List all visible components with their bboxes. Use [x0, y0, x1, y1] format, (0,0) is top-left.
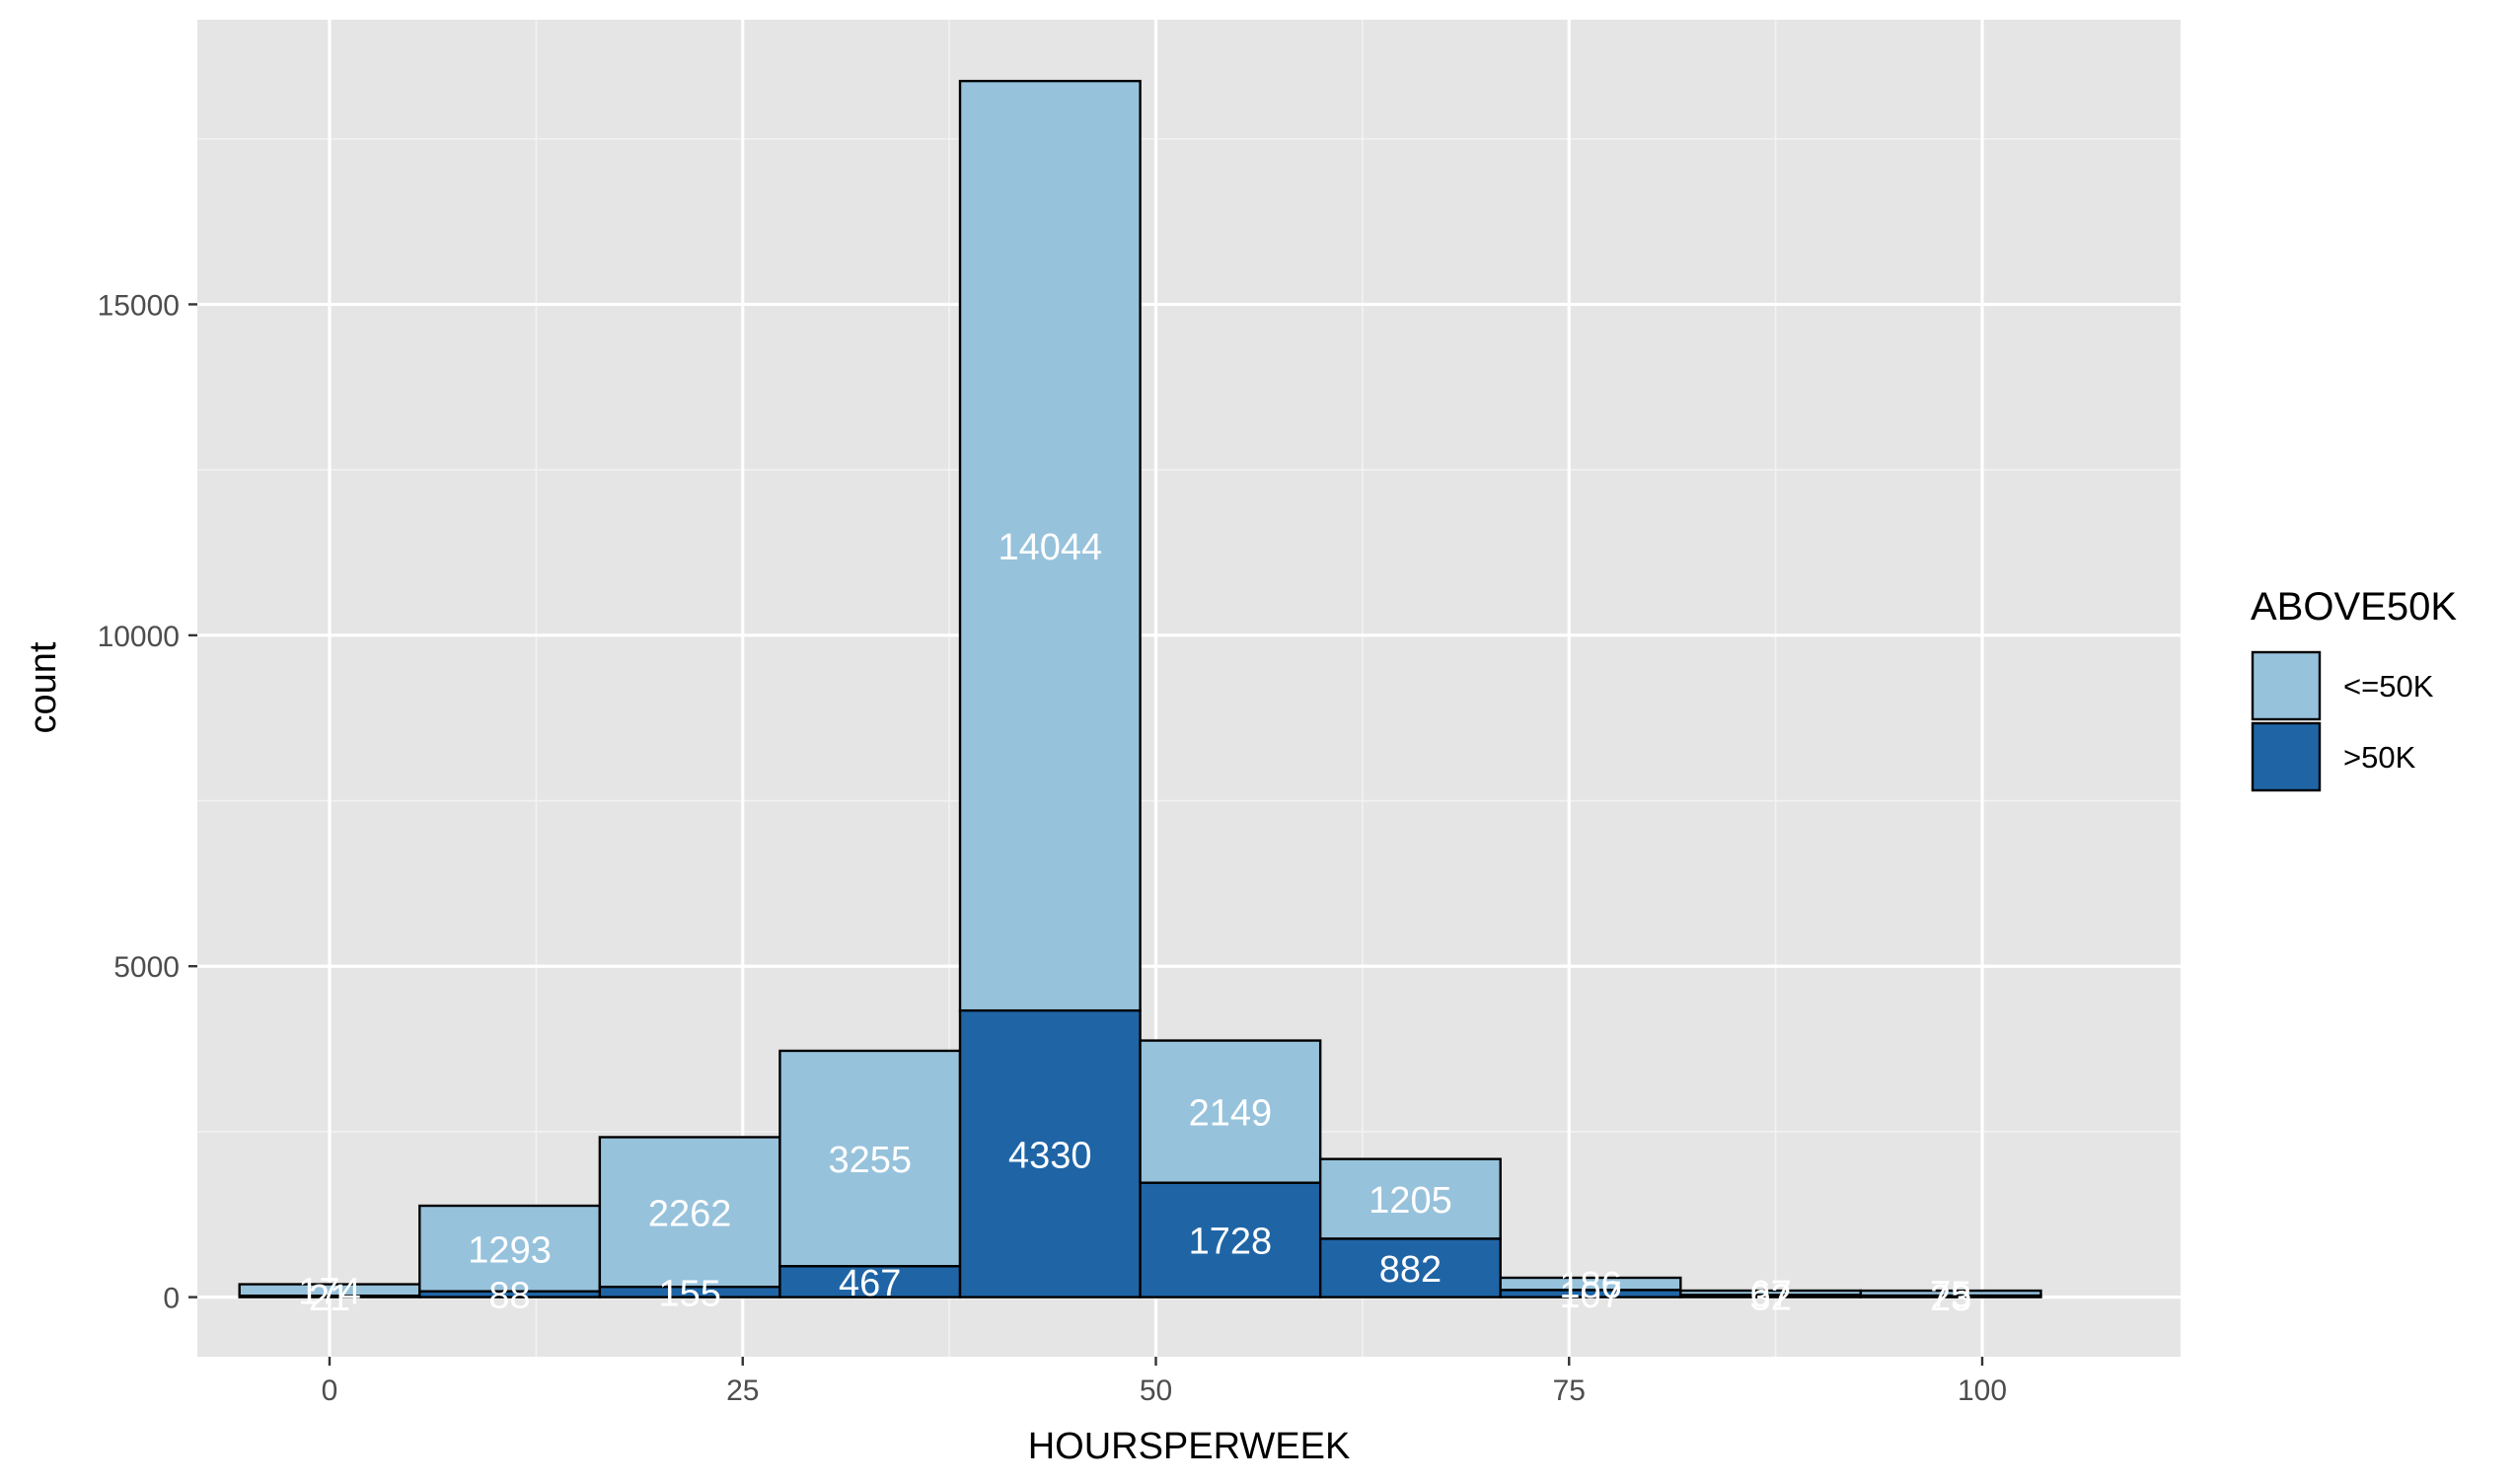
- bars-layer: [238, 79, 2042, 1298]
- bar-label-gt50k: 21: [309, 1278, 350, 1319]
- bar-label-le50k: 2149: [1189, 1093, 1273, 1135]
- bar-label-le50k: 14044: [998, 527, 1102, 568]
- bar-segment-le50k: [958, 79, 1142, 1012]
- x-tick-label: 25: [726, 1374, 759, 1407]
- bar-label-le50k: 1205: [1369, 1180, 1452, 1222]
- legend-title: ABOVE50K: [2251, 585, 2457, 629]
- legend-items: <=50K >50K: [2251, 650, 2434, 792]
- bar-segment-gt50k: [958, 1008, 1142, 1298]
- y-tick-label: 5000: [113, 951, 180, 984]
- bar-label-le50k: 75: [1930, 1275, 1971, 1316]
- bar-label-gt50k: 1728: [1189, 1222, 1273, 1263]
- y-tick-label: 15000: [98, 289, 180, 322]
- legend-key-label: <=50K: [2343, 669, 2434, 704]
- bar-segment-le50k: [1139, 1039, 1322, 1184]
- legend-key-swatch: [2251, 650, 2322, 721]
- bar-label-gt50k: 23: [1930, 1278, 1971, 1319]
- bar-label-le50k: 2262: [648, 1193, 732, 1234]
- legend-key-swatch: [2251, 721, 2322, 792]
- bar-label-le50k: 1293: [468, 1229, 552, 1271]
- bar-label-gt50k: 467: [839, 1263, 901, 1304]
- bar-segment-gt50k: [1318, 1237, 1502, 1298]
- x-tick-label: 0: [322, 1374, 338, 1407]
- x-tick-label: 75: [1553, 1374, 1586, 1407]
- bar-label-gt50k: 88: [488, 1276, 530, 1317]
- minor-gridlines: [197, 20, 2181, 1357]
- bar-label-le50k: 174: [298, 1271, 360, 1312]
- x-tick-label: 50: [1140, 1374, 1172, 1407]
- bar-label-gt50k: 32: [1749, 1278, 1791, 1319]
- legend: ABOVE50K <=50K >50K: [2251, 585, 2457, 792]
- y-tick-label: 0: [163, 1283, 180, 1315]
- bar-segment-gt50k: [1859, 1294, 2042, 1298]
- bar-label-le50k: 186: [1559, 1265, 1621, 1306]
- bar-segment-gt50k: [1139, 1181, 1322, 1298]
- bar-label-le50k: 3255: [828, 1140, 912, 1181]
- x-axis-title: HOURSPERWEEK: [1028, 1426, 1351, 1467]
- bar-label-gt50k: 4330: [1008, 1135, 1092, 1176]
- x-tick-label: 100: [1958, 1374, 2007, 1407]
- legend-key-label: >50K: [2343, 740, 2416, 775]
- bar-segment-le50k: [1318, 1157, 1502, 1240]
- bar-label-le50k: 67: [1749, 1274, 1791, 1315]
- bar-label-gt50k: 882: [1379, 1249, 1442, 1291]
- bar-label-gt50k: 107: [1559, 1275, 1621, 1316]
- y-axis: 0 5000 10000 15000: [98, 289, 197, 1315]
- bar-segment-le50k: [418, 1204, 602, 1293]
- y-axis-title: count: [23, 641, 64, 733]
- bar-label-gt50k: 155: [658, 1273, 720, 1314]
- x-axis: 0 25 50 75 100: [322, 1357, 2007, 1407]
- y-tick-label: 10000: [98, 621, 180, 653]
